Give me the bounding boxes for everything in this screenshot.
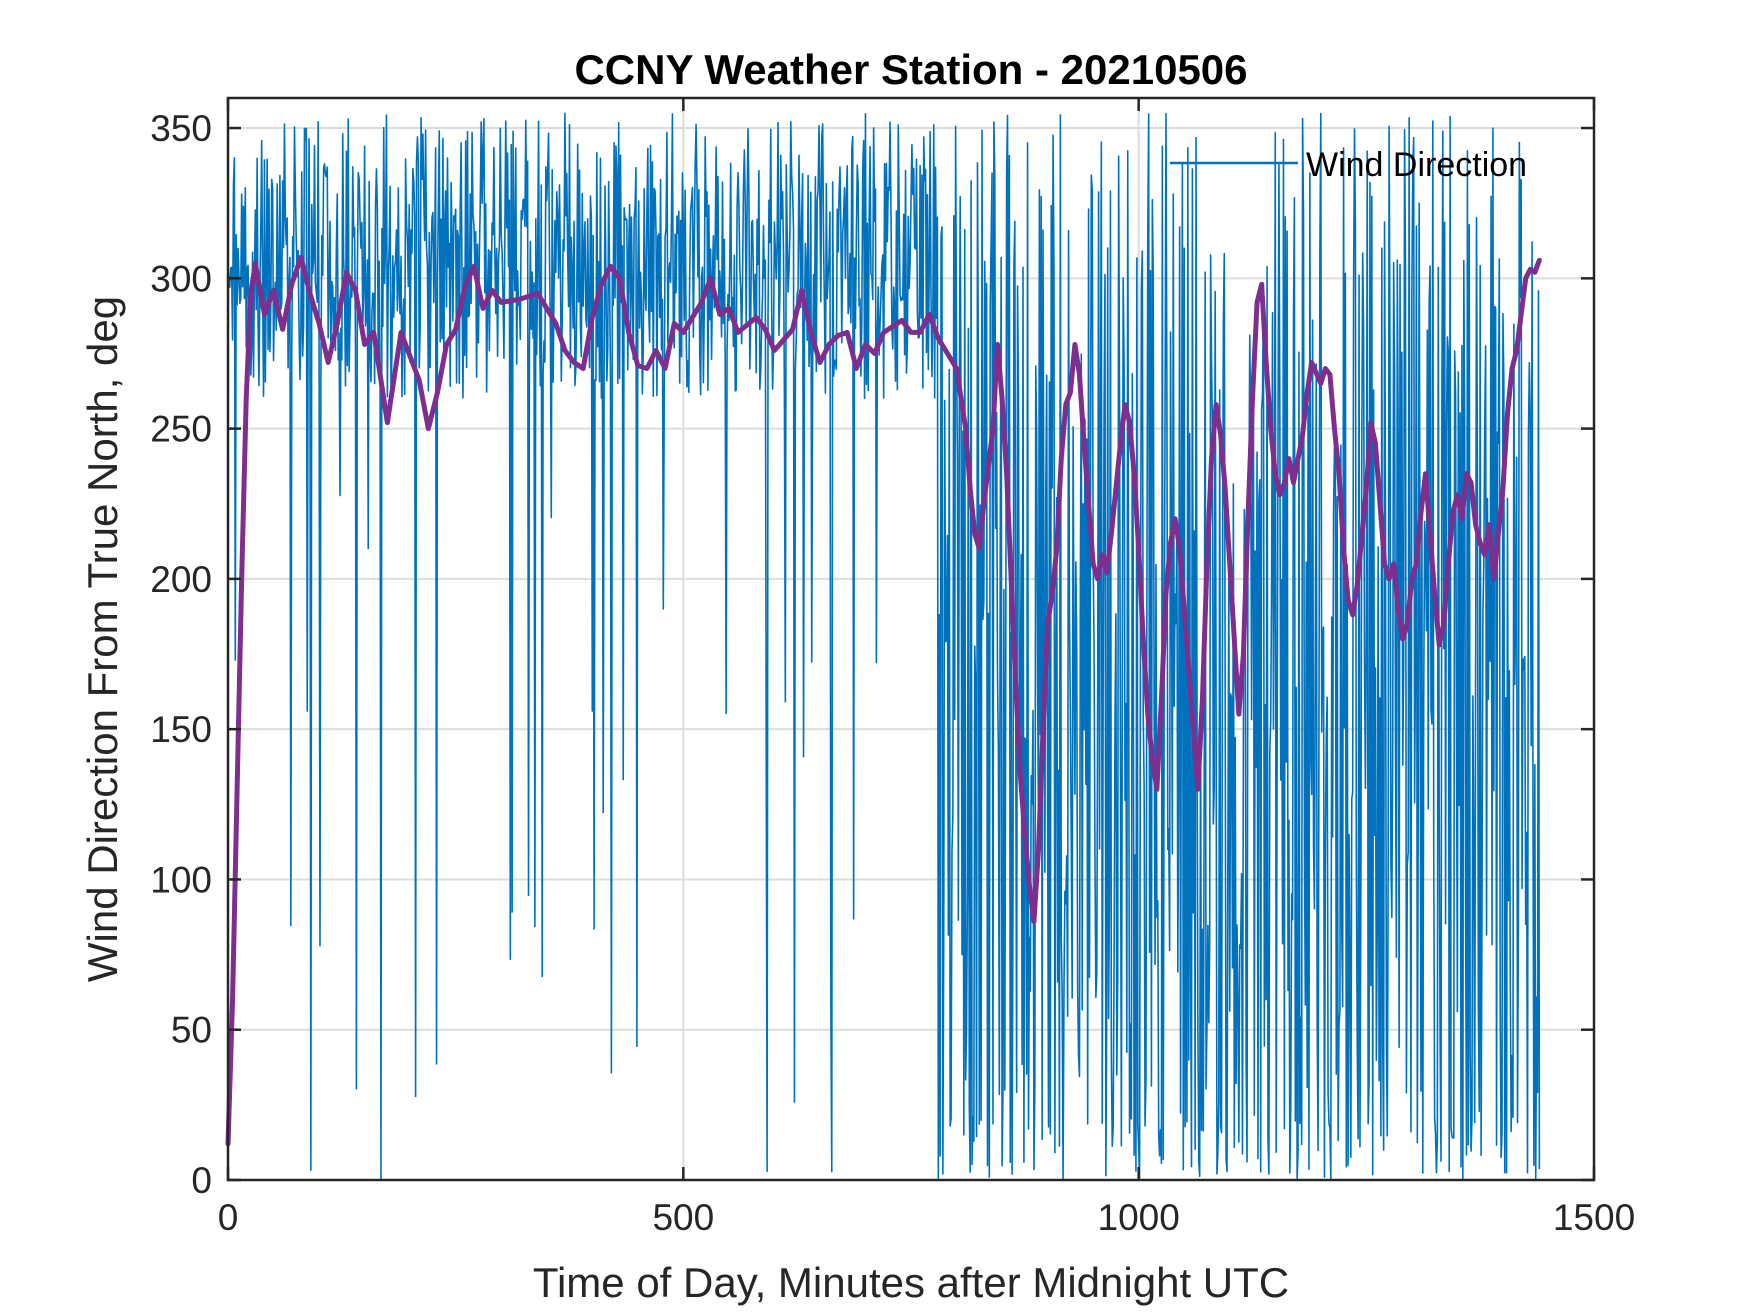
x-axis-title: Time of Day, Minutes after Midnight UTC: [533, 1259, 1289, 1306]
x-tick-label: 1500: [1553, 1197, 1635, 1238]
data-series-layer: [225, 112, 1542, 1181]
x-tick-label: 500: [652, 1197, 714, 1238]
smoothed-wind-direction-line: [225, 254, 1542, 1147]
y-axis-title: Wind Direction From True North, deg: [79, 296, 126, 982]
y-tick-label: 50: [171, 1010, 212, 1051]
y-tick-label: 200: [150, 559, 212, 600]
y-tick-label: 250: [150, 409, 212, 450]
y-tick-label: 300: [150, 258, 212, 299]
axes-frame: [226, 96, 1596, 1182]
y-tick-label: 350: [150, 108, 212, 149]
y-tick-label: 0: [191, 1160, 212, 1201]
y-tick-label: 100: [150, 859, 212, 900]
wind-direction-series-line: [227, 112, 1541, 1181]
legend-label-wind-direction: Wind Direction: [1306, 146, 1527, 184]
legend: Wind Direction: [1170, 146, 1527, 184]
y-tick-label: 150: [150, 709, 212, 750]
axes-box: [226, 96, 1596, 1182]
tick-labels: 0 500 1000 1500 0 50 100 150 200 250 300 350: [150, 108, 1635, 1238]
chart-title: CCNY Weather Station - 20210506: [574, 46, 1247, 93]
x-tick-label: 1000: [1098, 1197, 1180, 1238]
x-tick-label: 0: [218, 1197, 239, 1238]
